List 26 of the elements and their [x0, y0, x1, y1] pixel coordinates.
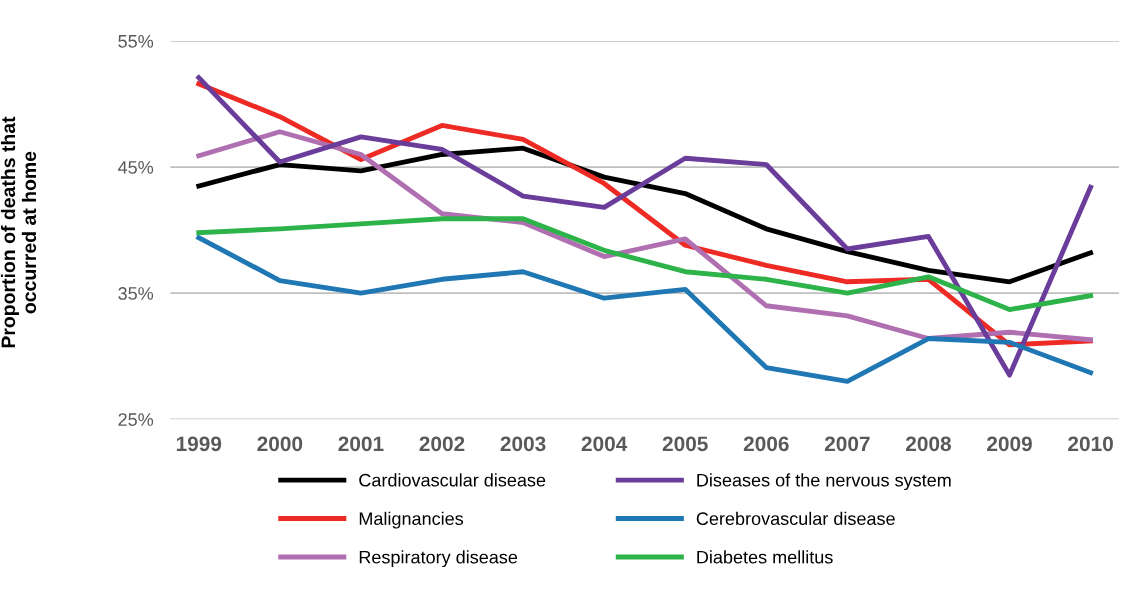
- legend-label: Diabetes mellitus: [697, 550, 833, 564]
- x-tick-label: 2007: [824, 436, 870, 452]
- x-tick-label: 2003: [500, 436, 546, 452]
- legend-label: Respiratory disease: [359, 550, 518, 568]
- x-tick-label: 2010: [1068, 436, 1113, 452]
- x-tick-label: 2001: [338, 436, 384, 452]
- legend-label: Cerebrovascular disease: [696, 511, 895, 526]
- legend-label: Diseases of the nervous system: [697, 473, 951, 491]
- x-tick-label: 2006: [743, 436, 789, 452]
- line-series: [196, 235, 1094, 384]
- y-axis-title: Proportion of deaths that occurred at home: [0, 116, 37, 348]
- legend-label: Malignancies: [359, 511, 464, 529]
- x-tick-label: 2008: [905, 436, 951, 452]
- line-series: [196, 145, 1094, 285]
- x-tick-label: 2009: [987, 436, 1032, 452]
- y-tick-label: 25%: [118, 413, 154, 426]
- x-tick-label: 2000: [257, 436, 303, 452]
- x-tick-label: 2004: [581, 436, 628, 452]
- line-series: [196, 216, 1094, 312]
- y-tick-label: 45%: [118, 161, 154, 174]
- x-tick-label: 2005: [662, 436, 708, 452]
- legend-label: Cardiovascular disease: [359, 473, 546, 487]
- y-tick-label: 35%: [118, 287, 154, 300]
- x-tick-label: 2002: [419, 436, 465, 452]
- x-tick-label: 1999: [176, 436, 222, 452]
- y-tick-label: 55%: [118, 35, 154, 48]
